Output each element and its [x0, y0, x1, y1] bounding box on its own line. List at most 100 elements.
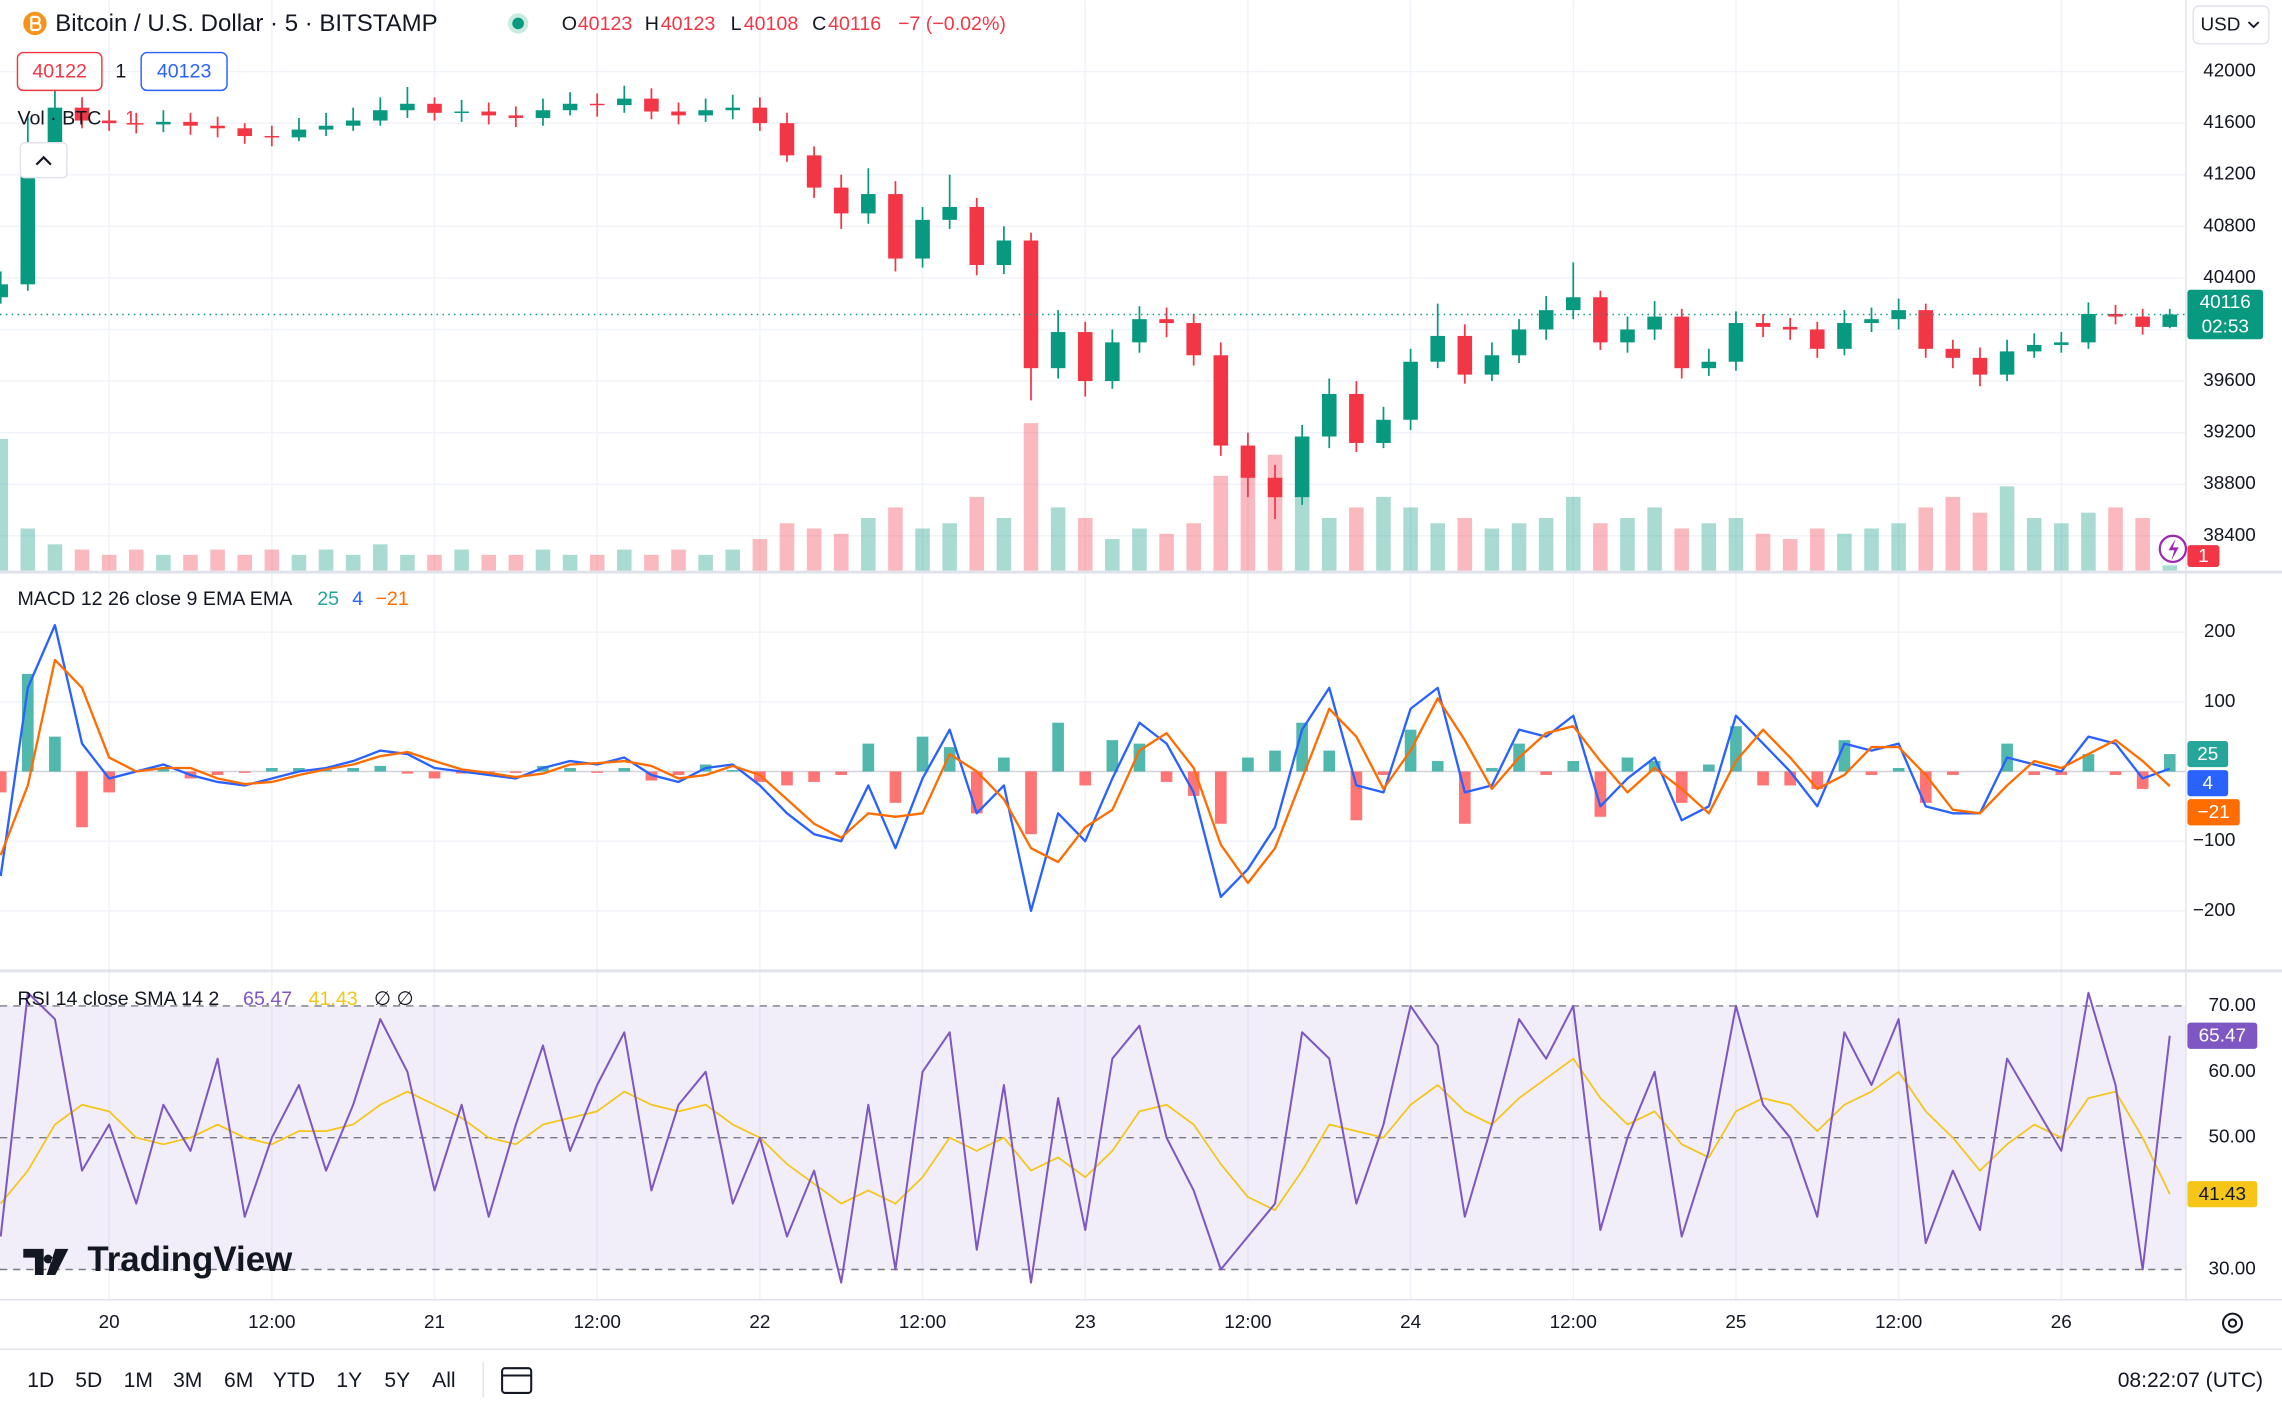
candle-body: [237, 128, 252, 137]
histogram-bar: [1377, 771, 1390, 775]
candle-body: [969, 206, 985, 265]
histogram-bar: [1947, 771, 1959, 775]
histogram-bar: [401, 771, 414, 774]
x-tick-label: 22: [749, 1312, 770, 1333]
candle-body: [508, 115, 524, 118]
histogram-bar: [2055, 771, 2068, 775]
candle-body: [915, 219, 930, 259]
rsi-badge: [2187, 1022, 2258, 1049]
y-tick-label: 200: [2204, 621, 2236, 642]
chevron-up: [35, 155, 52, 166]
volume-bar: [1728, 517, 1744, 571]
candle-body: [806, 155, 822, 188]
candle-body: [1620, 329, 1635, 343]
volume-bar: [427, 554, 442, 571]
candle-body: [1674, 316, 1690, 369]
candle-body: [671, 111, 686, 116]
histogram-bar: [726, 770, 739, 772]
y-tick-label: 41600: [2203, 112, 2256, 133]
ohlc-label: H: [645, 13, 659, 35]
candle-body: [1403, 361, 1418, 420]
histogram-bar: [835, 771, 848, 775]
histogram-bar: [374, 765, 387, 772]
candle-body: [2054, 342, 2069, 345]
histogram-bar: [103, 771, 115, 793]
candle-body: [1321, 393, 1337, 437]
histogram-bar: [1919, 771, 1932, 803]
volume-bar: [1782, 539, 1798, 571]
volume-bar: [996, 517, 1012, 571]
sell-price[interactable]: 40122: [32, 60, 87, 82]
last-price-badge-countdown: 02:53: [2202, 317, 2249, 338]
candle-body: [1050, 332, 1066, 369]
range-button[interactable]: 1Y: [336, 1369, 362, 1392]
currency-button[interactable]: [2192, 5, 2270, 45]
macd-badge-text: 4: [2203, 773, 2214, 794]
volume-bar: [969, 496, 985, 571]
sell-button[interactable]: [16, 51, 103, 92]
candle-body: [210, 125, 225, 129]
candle-body: [1837, 323, 1852, 349]
range-button[interactable]: 1M: [124, 1369, 153, 1392]
candle-body: [1077, 332, 1093, 382]
volume-bar: [2054, 523, 2069, 571]
volume-bar: [2026, 517, 2042, 571]
volume-bar: [1294, 491, 1310, 571]
series-line: [0, 1057, 2171, 1212]
histogram-bar: [1242, 757, 1254, 772]
goto-date-icon[interactable]: [501, 1367, 533, 1394]
range-button[interactable]: 3M: [173, 1369, 202, 1392]
histogram-bar: [1865, 771, 1878, 775]
volume-legend: Vol · BTC: [17, 108, 101, 130]
currency[interactable]: USD: [2201, 15, 2241, 36]
y-tick-label: −200: [2193, 900, 2236, 921]
series-line: [0, 658, 2171, 885]
range-button[interactable]: 1D: [27, 1369, 54, 1392]
x-tick-label: 12:00: [1875, 1312, 1922, 1333]
histogram-bar: [1350, 771, 1363, 821]
candle-body: [1213, 355, 1229, 446]
histogram-bar: [1160, 771, 1173, 782]
volume-bar: [481, 554, 497, 571]
volume-bar: [318, 549, 334, 571]
candle-body: [427, 103, 442, 113]
histogram-bar: [781, 771, 793, 786]
histogram-bar: [916, 736, 929, 772]
range-button[interactable]: YTD: [273, 1369, 315, 1392]
buy-price[interactable]: 40123: [157, 60, 212, 82]
macd-legend-value: 25: [317, 588, 339, 610]
collapse-button[interactable]: [19, 142, 68, 179]
settings-icon[interactable]: [2222, 1312, 2243, 1334]
volume-bar: [2162, 565, 2178, 571]
histogram-bar: [1214, 771, 1227, 824]
range-button[interactable]: All: [432, 1369, 455, 1392]
histogram-bar: [21, 673, 34, 772]
coin-glyph: [30, 15, 42, 32]
candle-body: [318, 125, 334, 130]
clock[interactable]: 08:22:07 (UTC): [2118, 1369, 2263, 1392]
macd-legend-value: −21: [375, 588, 408, 610]
volume-bar: [2135, 517, 2150, 571]
histogram-bar: [591, 771, 604, 773]
candle-body: [2026, 344, 2042, 352]
symbol-title[interactable]: Bitcoin / U.S. Dollar · 5 · BITSTAMP: [55, 10, 437, 37]
range-button[interactable]: 6M: [224, 1369, 253, 1392]
candle-body: [1999, 351, 2015, 375]
candle-body: [589, 103, 605, 106]
rsi-badge-text: 41.43: [2199, 1184, 2246, 1205]
volume-bar: [373, 544, 388, 571]
volume-bar: [833, 533, 849, 571]
range-button[interactable]: 5D: [75, 1369, 102, 1392]
candle-body: [698, 110, 713, 116]
macd-badge-text: −21: [2198, 802, 2230, 823]
macd-badge: [2187, 740, 2229, 768]
histogram-bar: [1730, 726, 1742, 772]
ohlc-value: 40108: [744, 13, 799, 35]
volume-bar: [1159, 533, 1174, 571]
range-button[interactable]: 5Y: [384, 1369, 410, 1392]
buy-button[interactable]: [140, 51, 228, 92]
histogram-bar: [157, 768, 170, 772]
histogram-bar: [293, 768, 305, 772]
volume-bar: [1972, 512, 1988, 571]
